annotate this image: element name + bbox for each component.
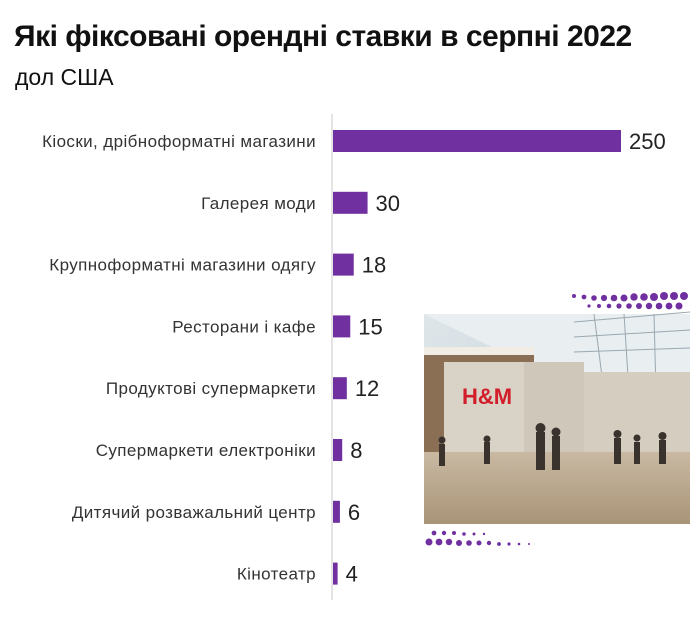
value-label: 30: [376, 191, 400, 216]
value-label: 8: [350, 438, 362, 463]
bar: [333, 191, 368, 214]
value-label: 4: [346, 562, 358, 587]
category-label: Галерея моди: [201, 194, 316, 213]
category-label: Продуктові супермаркети: [106, 379, 316, 398]
bar: [333, 253, 354, 276]
mall-image: H&M: [424, 292, 690, 548]
bar: [333, 130, 621, 152]
shopping-mall-photo: H&M: [424, 292, 690, 548]
bar: [333, 500, 340, 523]
category-label: Крупноформатні магазини одягу: [49, 256, 316, 275]
bar: [333, 439, 343, 461]
category-label: Кінотеатр: [237, 565, 316, 584]
chart-title: Які фіксовані орендні ставки в серпні 20…: [14, 20, 632, 53]
value-label: 6: [348, 500, 360, 525]
bar: [333, 315, 351, 338]
chart-subtitle: дол США: [15, 64, 114, 90]
value-label: 12: [355, 376, 379, 401]
category-label: Кіоски, дрібноформатні магазини: [42, 132, 316, 151]
category-label: Супермаркети електроніки: [96, 441, 316, 460]
category-label: Ресторани і кафе: [172, 317, 316, 336]
bar: [333, 377, 347, 400]
value-label: 250: [629, 129, 666, 154]
bar: [333, 562, 338, 585]
store-sign: H&M: [462, 384, 512, 409]
category-label: Дитячий розважальний центр: [72, 503, 316, 522]
value-label: 18: [362, 253, 386, 278]
value-label: 15: [358, 314, 382, 339]
